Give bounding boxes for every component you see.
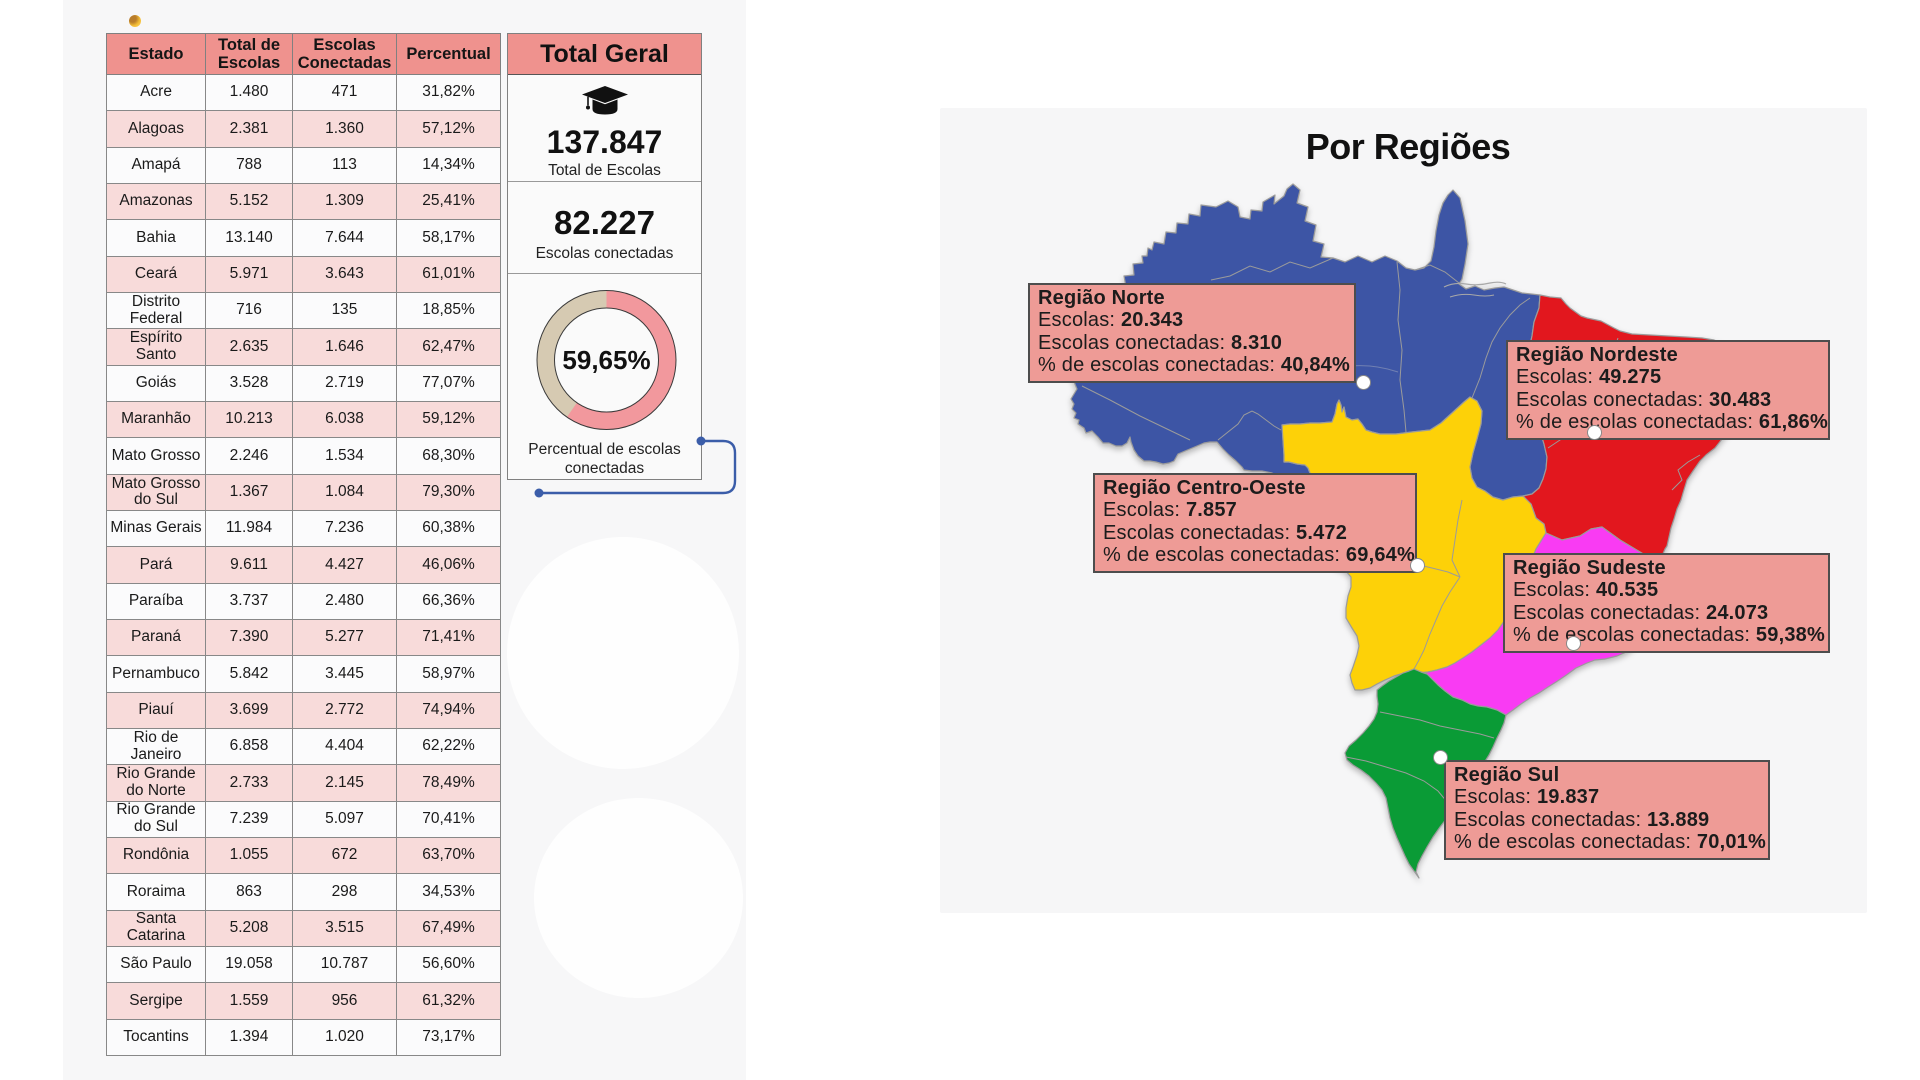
svg-text:59,65%: 59,65%: [562, 345, 650, 375]
